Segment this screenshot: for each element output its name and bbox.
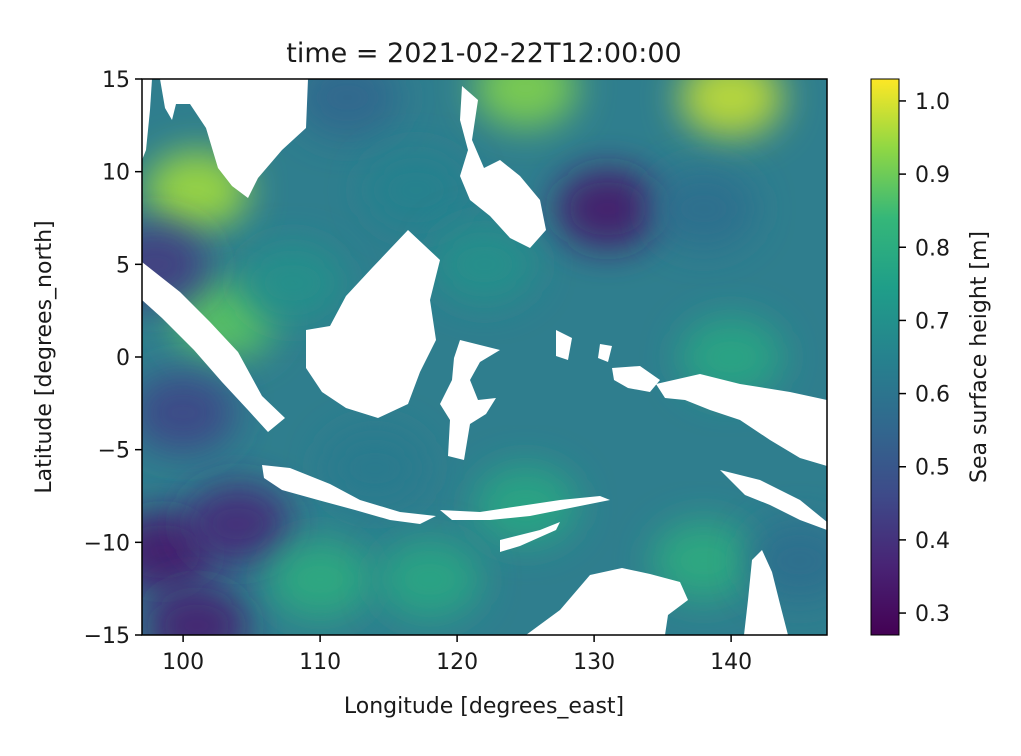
field-feature-2 <box>185 483 290 564</box>
field-feature-4 <box>295 79 400 138</box>
x-tick-label: 140 <box>710 650 752 675</box>
land-australia <box>526 568 688 635</box>
colorbar-tick-label: 0.6 <box>915 383 950 408</box>
land-sulawesi <box>440 340 500 460</box>
land-maluku-small-isles <box>556 330 660 392</box>
colorbar-axis: 1.0 0.9 0.8 0.7 0.6 0.5 0.4 0.3 <box>899 90 950 627</box>
land-new-guinea-south <box>720 470 827 530</box>
field-feature-14 <box>322 428 427 509</box>
land-sumatra <box>142 262 285 432</box>
y-tick-label: −10 <box>84 531 130 556</box>
field-feature-5 <box>473 79 578 129</box>
land-borneo <box>306 230 440 418</box>
colorbar-tick-label: 0.5 <box>915 456 950 481</box>
colorbar-tick-label: 0.9 <box>915 163 950 188</box>
field-feature-18 <box>651 520 756 601</box>
colorbar-tick-label: 0.7 <box>915 309 950 334</box>
colorbar <box>870 78 900 636</box>
colorbar-tick-label: 0.8 <box>915 236 950 261</box>
land-malay-peninsula-edge <box>142 79 152 160</box>
x-tick-label: 130 <box>573 650 615 675</box>
land-mask <box>142 79 827 635</box>
colorbar-tick-label: 1.0 <box>915 90 950 115</box>
y-tick-label: 15 <box>102 68 130 93</box>
y-axis-label: Latitude [degrees_north] <box>32 220 57 493</box>
y-tick-label: 10 <box>102 161 130 186</box>
chart-title: time = 2021-02-22T12:00:00 <box>286 38 681 69</box>
field-feature-9 <box>240 242 345 323</box>
y-tick-label: 5 <box>116 253 130 278</box>
land-cape-york <box>744 550 788 635</box>
field-feature-11 <box>432 224 537 305</box>
x-axis-label: Longitude [degrees_east] <box>344 694 624 719</box>
field-feature-6 <box>679 79 784 138</box>
colorbar-label: Sea surface height [m] <box>967 231 992 483</box>
land-lesser-sunda <box>440 496 610 552</box>
field-feature-12 <box>651 168 756 249</box>
land-java <box>262 465 436 524</box>
x-tick-label: 110 <box>299 650 341 675</box>
y-tick-label: −15 <box>84 624 130 649</box>
field-feature-10 <box>364 150 468 231</box>
y-tick-label: −5 <box>98 439 130 464</box>
y-tick-label: 0 <box>116 346 130 371</box>
field-feature-0 <box>555 168 660 249</box>
colorbar-tick-label: 0.3 <box>915 602 950 627</box>
field-feature-17 <box>377 539 482 620</box>
land-new-guinea <box>656 374 827 466</box>
y-axis: 15 10 5 0 −5 −10 −15 <box>84 68 142 649</box>
x-tick-label: 120 <box>436 650 478 675</box>
land-philippines <box>460 86 546 248</box>
land-indochina <box>160 79 308 198</box>
x-tick-label: 100 <box>162 650 204 675</box>
plot-area <box>142 79 827 635</box>
colorbar-tick-label: 0.4 <box>915 529 950 554</box>
field-feature-16 <box>268 539 373 620</box>
field-feature-3 <box>144 585 249 635</box>
field-feature-21 <box>142 372 236 453</box>
x-axis: 100 110 120 130 140 <box>162 635 752 675</box>
